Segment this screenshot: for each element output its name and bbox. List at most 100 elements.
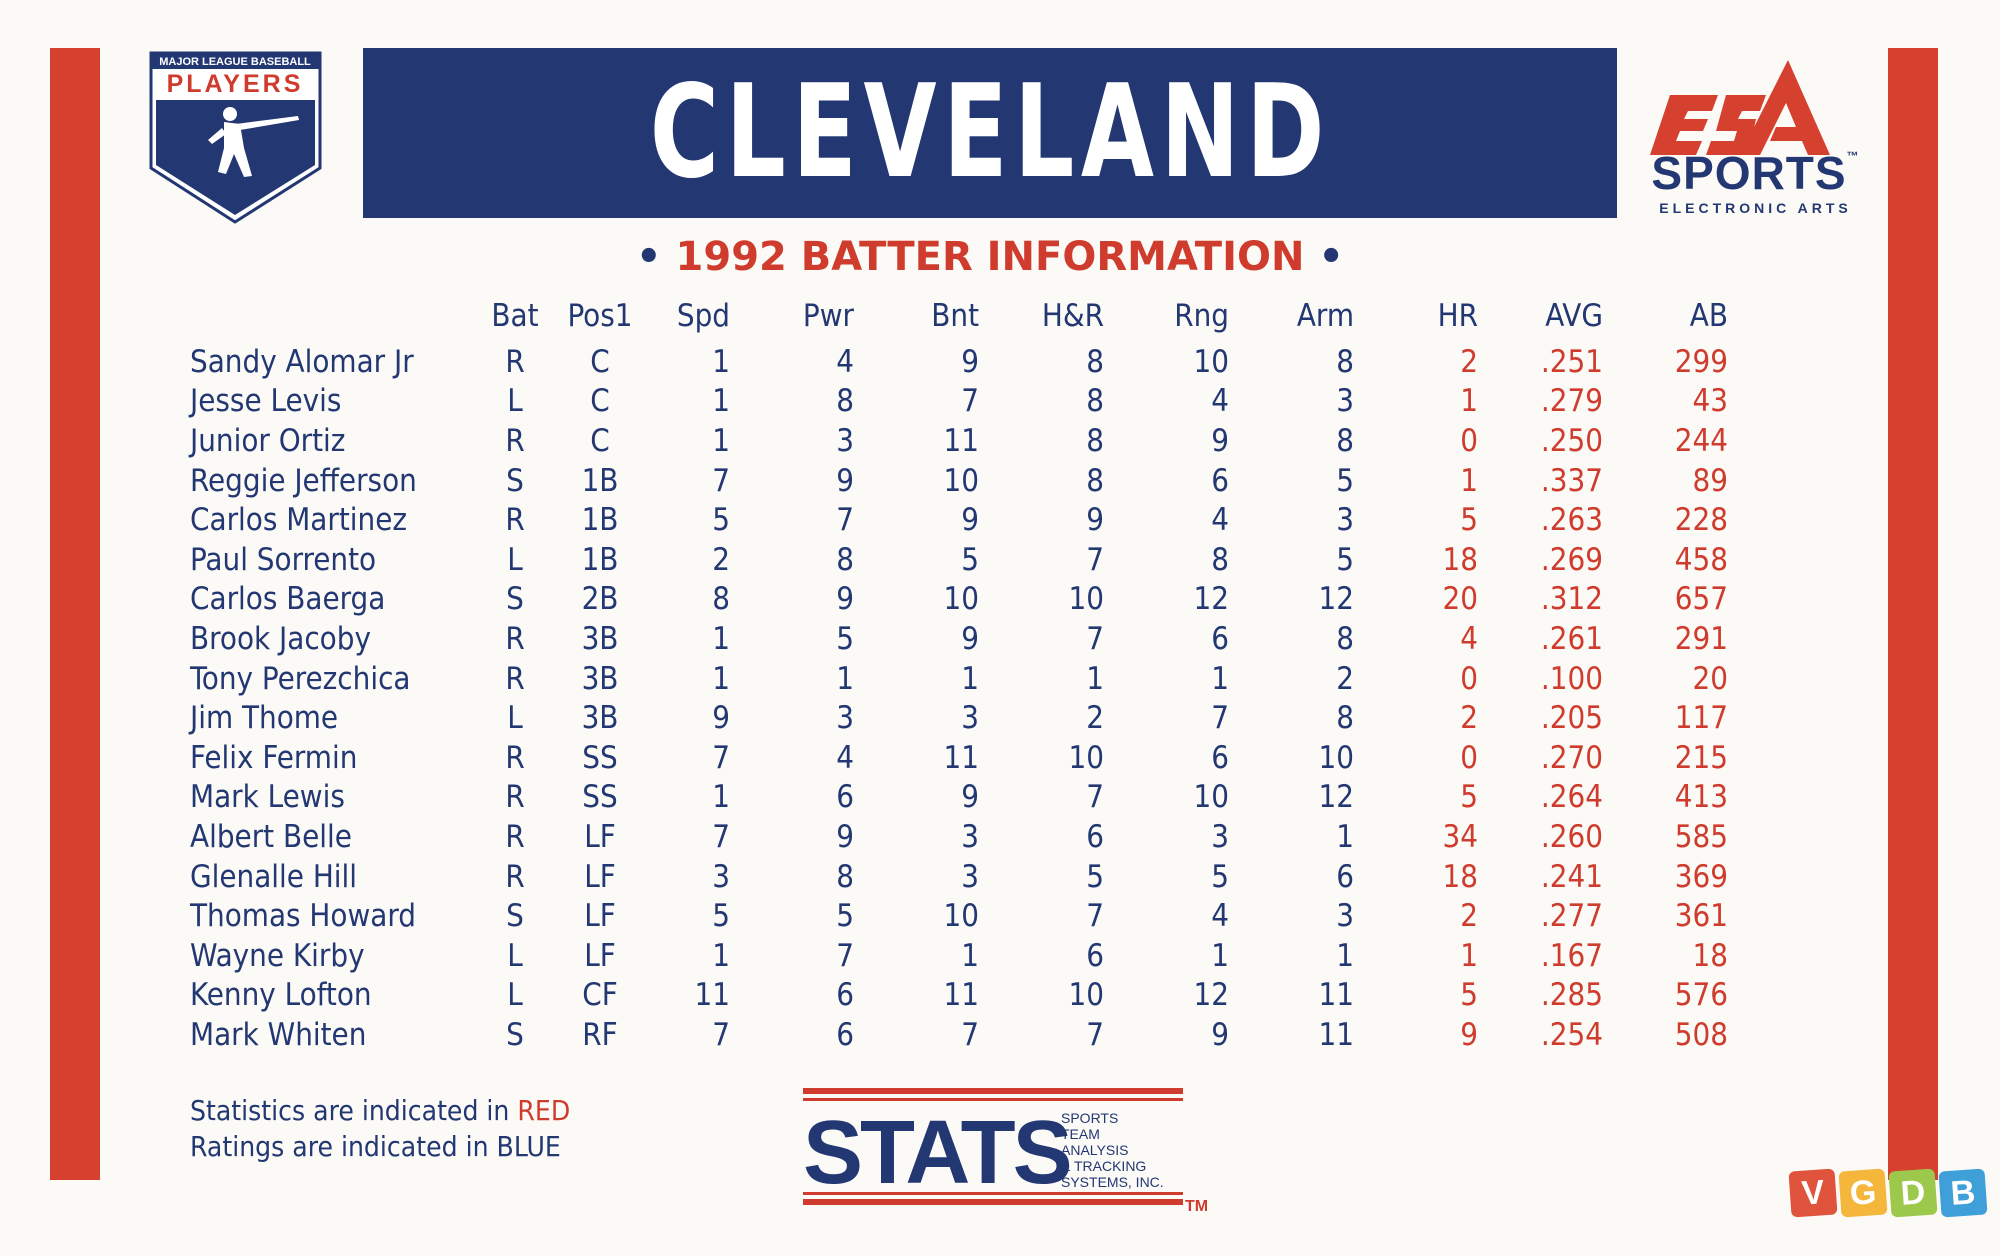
cell-hr: 34 — [1442, 818, 1478, 855]
cell-bnt: 9 — [961, 620, 979, 657]
cell-arm: 12 — [1318, 779, 1354, 816]
cell-rng: 6 — [1211, 462, 1229, 499]
cell-bat: S — [506, 898, 524, 935]
cell-arm: 8 — [1336, 700, 1354, 737]
table-row: Reggie Jefferson S 1B 7 9 10 8 6 5 1 .337 89 — [190, 461, 1728, 501]
cell-pwr: 9 — [836, 462, 854, 499]
cell-hit-and-run: 7 — [1086, 620, 1104, 657]
cell-arm: 10 — [1318, 739, 1354, 776]
cell-avg: .260 — [1540, 818, 1603, 855]
cell-bnt: 10 — [943, 898, 979, 935]
cell-rng: 6 — [1211, 620, 1229, 657]
cell-arm: 2 — [1336, 660, 1354, 697]
cell-bat: R — [505, 422, 525, 459]
stats-sub-5: SYSTEMS, INC. — [1061, 1174, 1164, 1190]
cell-bnt: 10 — [943, 462, 979, 499]
cell-pos1: 1B — [581, 502, 619, 539]
cell-spd: 3 — [712, 858, 730, 895]
subtitle-text: 1992 BATTER INFORMATION — [675, 234, 1305, 280]
cell-pos1: SS — [582, 779, 618, 816]
stats-tm: TM — [1185, 1198, 1209, 1215]
cell-ab: 228 — [1674, 502, 1728, 539]
cell-ab: 369 — [1674, 858, 1728, 895]
cell-avg: .270 — [1540, 739, 1603, 776]
cell-bnt: 1 — [961, 660, 979, 697]
cell-ab: 20 — [1692, 660, 1728, 697]
table-row: Albert Belle R LF 7 9 3 6 3 1 34 .260 585 — [190, 817, 1728, 857]
cell-ab: 413 — [1674, 779, 1728, 816]
cell-arm: 3 — [1336, 898, 1354, 935]
ea-sports-text: SPORTS — [1651, 147, 1847, 199]
cell-bnt: 5 — [961, 541, 979, 578]
cell-pos1: LF — [584, 898, 616, 935]
cell-pwr: 4 — [836, 343, 854, 380]
cell-pos1: LF — [584, 818, 616, 855]
cell-rng: 4 — [1211, 383, 1229, 420]
cell-hit-and-run: 7 — [1086, 1016, 1104, 1053]
legend: Statistics are indicated in RED Ratings … — [190, 1093, 570, 1165]
stats-sub-2: TEAM — [1061, 1126, 1100, 1142]
cell-bat: R — [505, 343, 525, 380]
header-spd: Spd — [676, 298, 730, 334]
cell-rng: 4 — [1211, 502, 1229, 539]
table-row: Kenny Lofton L CF 11 6 11 10 12 11 5 .285 576 — [190, 976, 1728, 1016]
cell-avg: .263 — [1540, 502, 1603, 539]
table-row: Tony Perezchica R 3B 1 1 1 1 1 2 0.100 20 — [190, 659, 1728, 699]
title-band: CLEVELAND — [363, 48, 1617, 218]
header-avg: AVG — [1545, 298, 1603, 334]
cell-hit-and-run: 6 — [1086, 937, 1104, 974]
batter-silhouette-icon — [208, 107, 299, 177]
cell-rng: 3 — [1211, 818, 1229, 855]
cell-avg: .251 — [1540, 343, 1603, 380]
ea-logo — [1650, 60, 1830, 155]
table-row: Carlos Martinez R 1B 5 7 9 9 4 3 5 .263 228 — [190, 500, 1728, 540]
cell-pos1: LF — [584, 858, 616, 895]
cell-avg: .277 — [1540, 898, 1603, 935]
cell-hr: 2 — [1460, 700, 1478, 737]
cell-bnt: 1 — [961, 937, 979, 974]
cell-hit-and-run: 1 — [1086, 660, 1104, 697]
cell-player-name: Brook Jacoby — [190, 620, 371, 657]
cell-hit-and-run: 7 — [1086, 779, 1104, 816]
cell-hr: 0 — [1460, 660, 1478, 697]
cell-hr: 2 — [1460, 898, 1478, 935]
cell-bat: R — [505, 779, 525, 816]
cell-bnt: 3 — [961, 700, 979, 737]
cell-hit-and-run: 10 — [1068, 977, 1104, 1014]
cell-rng: 10 — [1193, 779, 1229, 816]
stats-sub-3: ANALYSIS — [1061, 1142, 1129, 1158]
cell-avg: .312 — [1540, 581, 1603, 618]
cell-ab: 576 — [1674, 977, 1728, 1014]
cell-pos1: C — [590, 383, 610, 420]
cell-player-name: Thomas Howard — [190, 898, 416, 935]
cell-arm: 8 — [1336, 422, 1354, 459]
table-row: Paul Sorrento L 1B 2 8 5 7 8 5 18 .269 458 — [190, 540, 1728, 580]
cell-bnt: 3 — [961, 818, 979, 855]
cell-spd: 1 — [712, 779, 730, 816]
cell-bnt: 11 — [943, 739, 979, 776]
cell-player-name: Jesse Levis — [190, 383, 342, 420]
cell-hr: 20 — [1442, 581, 1478, 618]
legend-line-stats: Statistics are indicated in RED — [190, 1093, 570, 1129]
cell-rng: 6 — [1211, 739, 1229, 776]
stats-stripe-bottom — [803, 1199, 1183, 1205]
cell-hit-and-run: 10 — [1068, 581, 1104, 618]
cell-pos1: RF — [582, 1016, 618, 1053]
cell-bnt: 3 — [961, 858, 979, 895]
cell-arm: 5 — [1336, 541, 1354, 578]
table-row: Jim Thome L 3B 9 3 3 2 7 8 2 .205 117 — [190, 698, 1728, 738]
cell-hit-and-run: 10 — [1068, 739, 1104, 776]
cell-hit-and-run: 5 — [1086, 858, 1104, 895]
cell-pwr: 7 — [836, 502, 854, 539]
cell-bat: S — [506, 462, 524, 499]
cell-player-name: Mark Whiten — [190, 1016, 367, 1053]
legend-blue-word: BLUE — [496, 1130, 561, 1163]
cell-player-name: Wayne Kirby — [190, 937, 365, 974]
table-row: Junior Ortiz R C 1 3 11 8 9 8 0 .250 244 — [190, 421, 1728, 461]
cell-rng: 9 — [1211, 1016, 1229, 1053]
cell-ab: 508 — [1674, 1016, 1728, 1053]
cell-bat: R — [505, 739, 525, 776]
header-rng: Rng — [1174, 298, 1229, 334]
header-pos1: Pos1 — [567, 298, 633, 334]
cell-pos1: 1B — [581, 541, 619, 578]
